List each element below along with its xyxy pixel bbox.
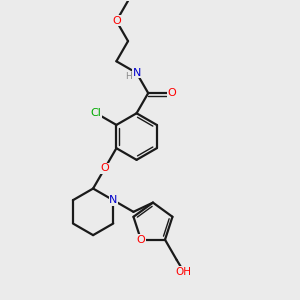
Text: O: O (136, 235, 145, 245)
Text: Cl: Cl (91, 108, 102, 118)
Text: OH: OH (176, 266, 192, 277)
Text: O: O (100, 164, 109, 173)
Text: H: H (125, 72, 132, 81)
Text: O: O (112, 16, 121, 26)
Text: N: N (109, 195, 118, 205)
Text: O: O (167, 88, 176, 98)
Text: N: N (132, 68, 141, 78)
